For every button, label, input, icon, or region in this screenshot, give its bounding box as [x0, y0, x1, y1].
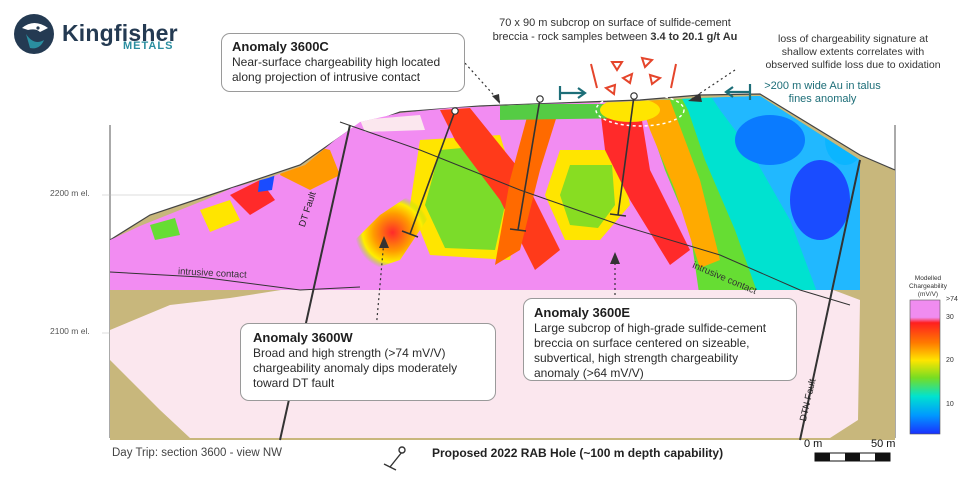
intrusive-contact-left: [109, 271, 361, 291]
legend-colorbar: [909, 299, 941, 435]
proposed-holes: [401, 95, 635, 238]
topography-line: [109, 93, 896, 241]
rab-hole-legend-symbol: [383, 446, 406, 471]
scale-label-left: 0 m: [804, 438, 823, 450]
section-caption: Day Trip: section 3600 - view NW: [112, 447, 283, 459]
legend-tick-30: 30: [946, 314, 954, 321]
legend-tick-20: 20: [946, 357, 954, 364]
scale-label-right: 50 m: [871, 438, 896, 450]
legend-tick-10: 10: [946, 401, 954, 408]
legend-tick-74: >74: [946, 296, 958, 303]
arrow-head-3600e: [610, 252, 620, 264]
talus-note: >200 m wide Au in talus fines anomaly: [764, 80, 881, 105]
scale-bar: [814, 452, 891, 462]
oxidation-zone-outline: [595, 93, 685, 127]
elevation-label-2200: 2200 m el.: [50, 188, 90, 198]
legend-title: Modelled Chargeability (mV/V): [909, 275, 947, 298]
subcrop-note: 70 x 90 m subcrop on surface of sulfide-…: [492, 17, 738, 43]
hole-collars: [451, 92, 638, 115]
callout-anomaly-3600w: Anomaly 3600W Broad and high strength (>…: [240, 323, 496, 401]
talus-width-arrows: [558, 84, 752, 100]
oxidation-note: loss of chargeability signature at shall…: [765, 33, 941, 71]
arrow-head-3600c: [492, 94, 500, 104]
rab-hole-legend-label: Proposed 2022 RAB Hole (~100 m depth cap…: [432, 446, 724, 460]
logo-name: Kingfisher: [62, 20, 178, 46]
kingfisher-bird-icon: [14, 14, 54, 54]
arrow-head-3600w: [379, 236, 389, 248]
intrusive-contact-right: [339, 121, 851, 306]
callout-anomaly-3600c: Anomaly 3600C Near-surface chargeability…: [221, 33, 465, 92]
elevation-label-2100: 2100 m el.: [50, 326, 90, 336]
arrow-head-oxidation: [688, 93, 702, 102]
logo-sub: METALS: [123, 40, 174, 52]
dtn-fault-line: [799, 159, 861, 441]
subcrop-markers: [590, 56, 677, 96]
arrow-3600w: [375, 239, 385, 331]
callout-anomaly-3600e: Anomaly 3600E Large subcrop of high-grad…: [523, 298, 797, 381]
